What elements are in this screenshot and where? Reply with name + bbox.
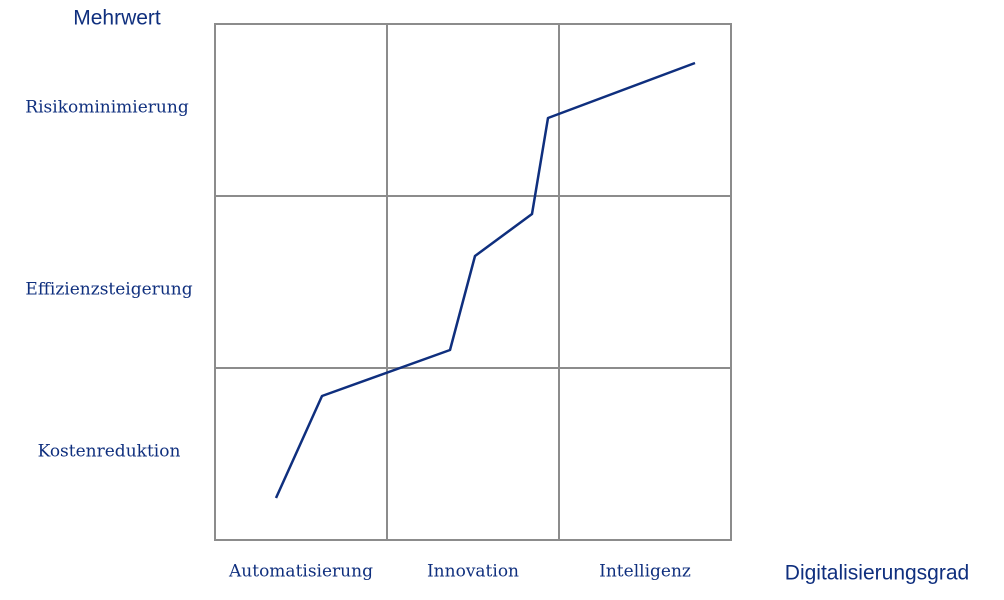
x-level-label: Innovation (427, 562, 519, 582)
y-level-label: Kostenreduktion (38, 442, 181, 462)
y-axis-title: Mehrwert (73, 7, 161, 30)
x-level-label: Intelligenz (599, 562, 691, 582)
grid-frame (214, 23, 732, 541)
y-level-label: Effizienzsteigerung (25, 280, 192, 300)
y-level-label: Risikominimierung (25, 98, 189, 118)
x-level-label: Automatisierung (228, 562, 373, 582)
x-axis-title: Digitalisierungsgrad (785, 562, 969, 585)
value-curve (274, 61, 696, 499)
